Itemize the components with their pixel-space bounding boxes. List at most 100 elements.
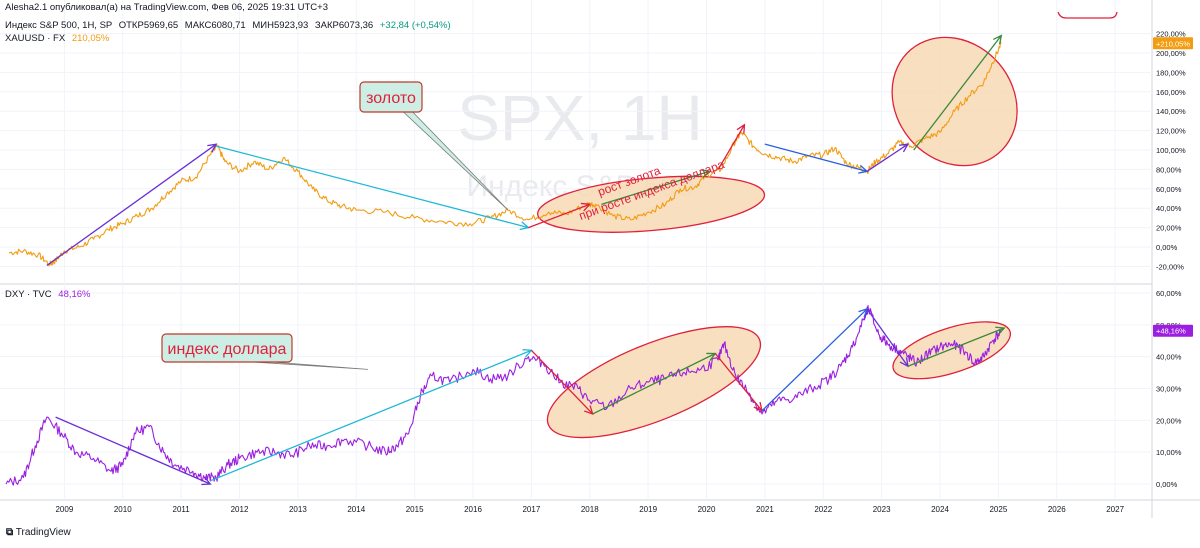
x-tick-label: 2017 <box>522 505 540 514</box>
overlay-value: 210,05% <box>71 33 110 44</box>
y-tick-label: 10,00% <box>1156 448 1182 457</box>
last-value-label: +48,16% <box>1156 327 1186 336</box>
dxy-value: 48,16% <box>58 289 91 300</box>
trendline-purple_trend <box>866 143 909 172</box>
watermark-title: SPX, 1H <box>457 82 702 154</box>
y-tick-label: 200,00% <box>1156 49 1186 58</box>
gold-pane: 220,00% 200,00% 180,00% 160,00% 140,00% 120,0… <box>0 30 1193 271</box>
trendline-arrowhead <box>992 34 1003 45</box>
gold-callout: золото <box>359 81 509 211</box>
y-tick-label: 60,00% <box>1156 289 1182 298</box>
trendline-arrowhead <box>201 476 212 486</box>
trendline-green_trend <box>913 35 1002 151</box>
x-tick-label: 2027 <box>1106 505 1124 514</box>
callout-text: индекс доллара <box>168 341 287 358</box>
x-tick-label: 2013 <box>289 505 307 514</box>
trendline-blue_trend <box>761 308 868 412</box>
callout-box <box>359 81 423 113</box>
trendline-red_trend <box>530 349 594 415</box>
trendline-arrowhead <box>207 143 218 153</box>
symbol-name[interactable]: Индекс S&P 500, 1Н, SP <box>5 20 113 31</box>
y-tick-label: 20,00% <box>1156 224 1182 233</box>
overlay-legend[interactable]: XAUUSD · FX 210,05% <box>5 33 109 44</box>
x-tick-label: 2025 <box>989 505 1007 514</box>
trendline-arrowhead <box>995 326 1006 336</box>
y-tick-label: 140,00% <box>1156 107 1186 116</box>
ohlc-low: МИН5923,93 <box>252 20 309 31</box>
y-tick-label: -20,00% <box>1156 262 1184 271</box>
x-tick-label: 2022 <box>814 505 832 514</box>
callout-box <box>161 333 293 363</box>
y-tick-label: 180,00% <box>1156 68 1186 77</box>
trendline-arrowhead <box>580 202 592 212</box>
trendline-red_trend <box>717 124 746 170</box>
x-tick-label: 2012 <box>231 505 249 514</box>
change-value: +32,84 (+0,54%) <box>379 20 451 31</box>
highlight-ellipse <box>536 175 766 233</box>
last-value-label: +210,05% <box>1156 39 1190 48</box>
trendline-arrowhead <box>700 169 711 178</box>
x-tick-label: 2015 <box>406 505 424 514</box>
x-tick-label: 2021 <box>756 505 774 514</box>
highlight-ellipse <box>892 321 1012 380</box>
last-value-badge <box>1153 37 1193 50</box>
trendline-purple_trend <box>866 308 909 367</box>
y-tick-label: 120,00% <box>1156 127 1186 136</box>
x-tick-label: 2024 <box>931 505 949 514</box>
last-value-badge <box>1153 324 1193 337</box>
ohlc-close: ЗАКР6073,36 <box>314 20 374 31</box>
tradingview-logo-text: TradingView <box>15 527 71 538</box>
y-tick-label: 0,00% <box>1156 480 1178 489</box>
y-tick-label: 100,00% <box>1156 146 1186 155</box>
trendline-purple_trend <box>46 143 217 266</box>
time-axis: 2009 2010 2011 2012 2013 2014 2015 2016 2017 2018… <box>55 505 1124 514</box>
y-tick-label: 40,00% <box>1156 353 1182 362</box>
dxy-symbol[interactable]: DXY · TVC <box>5 289 52 300</box>
trendline-green_trend <box>601 170 710 205</box>
trendline-arrowhead <box>753 401 763 412</box>
vertical-gridlines <box>63 0 1116 500</box>
y-tick-label: 20,00% <box>1156 416 1182 425</box>
x-tick-label: 2010 <box>114 505 132 514</box>
partial-red-shape <box>1057 11 1118 19</box>
trendline-arrowhead <box>706 352 717 362</box>
trendline-arrowhead <box>736 123 746 134</box>
dxy-legend[interactable]: DXY · TVC 48,16% <box>5 289 91 300</box>
callout-text: золото <box>366 90 416 107</box>
x-tick-label: 2009 <box>55 505 73 514</box>
trendline-red_trend <box>528 203 590 229</box>
trendline-arrowhead <box>898 143 910 153</box>
y-tick-label: 40,00% <box>1156 204 1182 213</box>
tradingview-logo-icon: ⧉ <box>6 527 14 538</box>
overlay-symbol[interactable]: XAUUSD · FX <box>5 33 66 44</box>
y-tick-label: 80,00% <box>1156 165 1182 174</box>
y-tick-label: 220,00% <box>1156 30 1186 39</box>
ohlc-high: МАКС6080,71 <box>184 20 246 31</box>
y-tick-label: 60,00% <box>1156 185 1182 194</box>
trendline-red_trend <box>714 353 763 412</box>
y-tick-label: 30,00% <box>1156 385 1182 394</box>
dxy-pane: 60,00%50,00%40,00%30,00%20,00%10,00%0,00… <box>0 289 1193 489</box>
trendline-blue_trend <box>764 143 868 172</box>
x-tick-label: 2018 <box>581 505 599 514</box>
symbol-legend[interactable]: Индекс S&P 500, 1Н, SP ОТКР5969,65 МАКС6… <box>5 20 451 31</box>
y-tick-label: 160,00% <box>1156 88 1186 97</box>
x-tick-label: 2023 <box>873 505 891 514</box>
x-tick-label: 2019 <box>639 505 657 514</box>
y-tick-label: 0,00% <box>1156 243 1178 252</box>
trendline-arrowhead <box>584 405 594 416</box>
trendline-cyan_trend <box>210 349 532 482</box>
trendline-green_trend <box>907 327 1005 367</box>
x-tick-label: 2026 <box>1048 505 1066 514</box>
highlight-ellipse <box>891 36 1018 167</box>
trendline-cyan_trend <box>215 145 529 229</box>
x-tick-label: 2011 <box>173 505 191 514</box>
x-tick-label: 2016 <box>464 505 482 514</box>
tradingview-logo[interactable]: ⧉ TradingView <box>6 527 71 538</box>
trendline-green_trend <box>592 352 716 415</box>
ohlc-open: ОТКР5969,65 <box>118 20 179 31</box>
x-tick-label: 2020 <box>698 505 716 514</box>
dxy-callout: индекс доллара <box>161 333 368 370</box>
